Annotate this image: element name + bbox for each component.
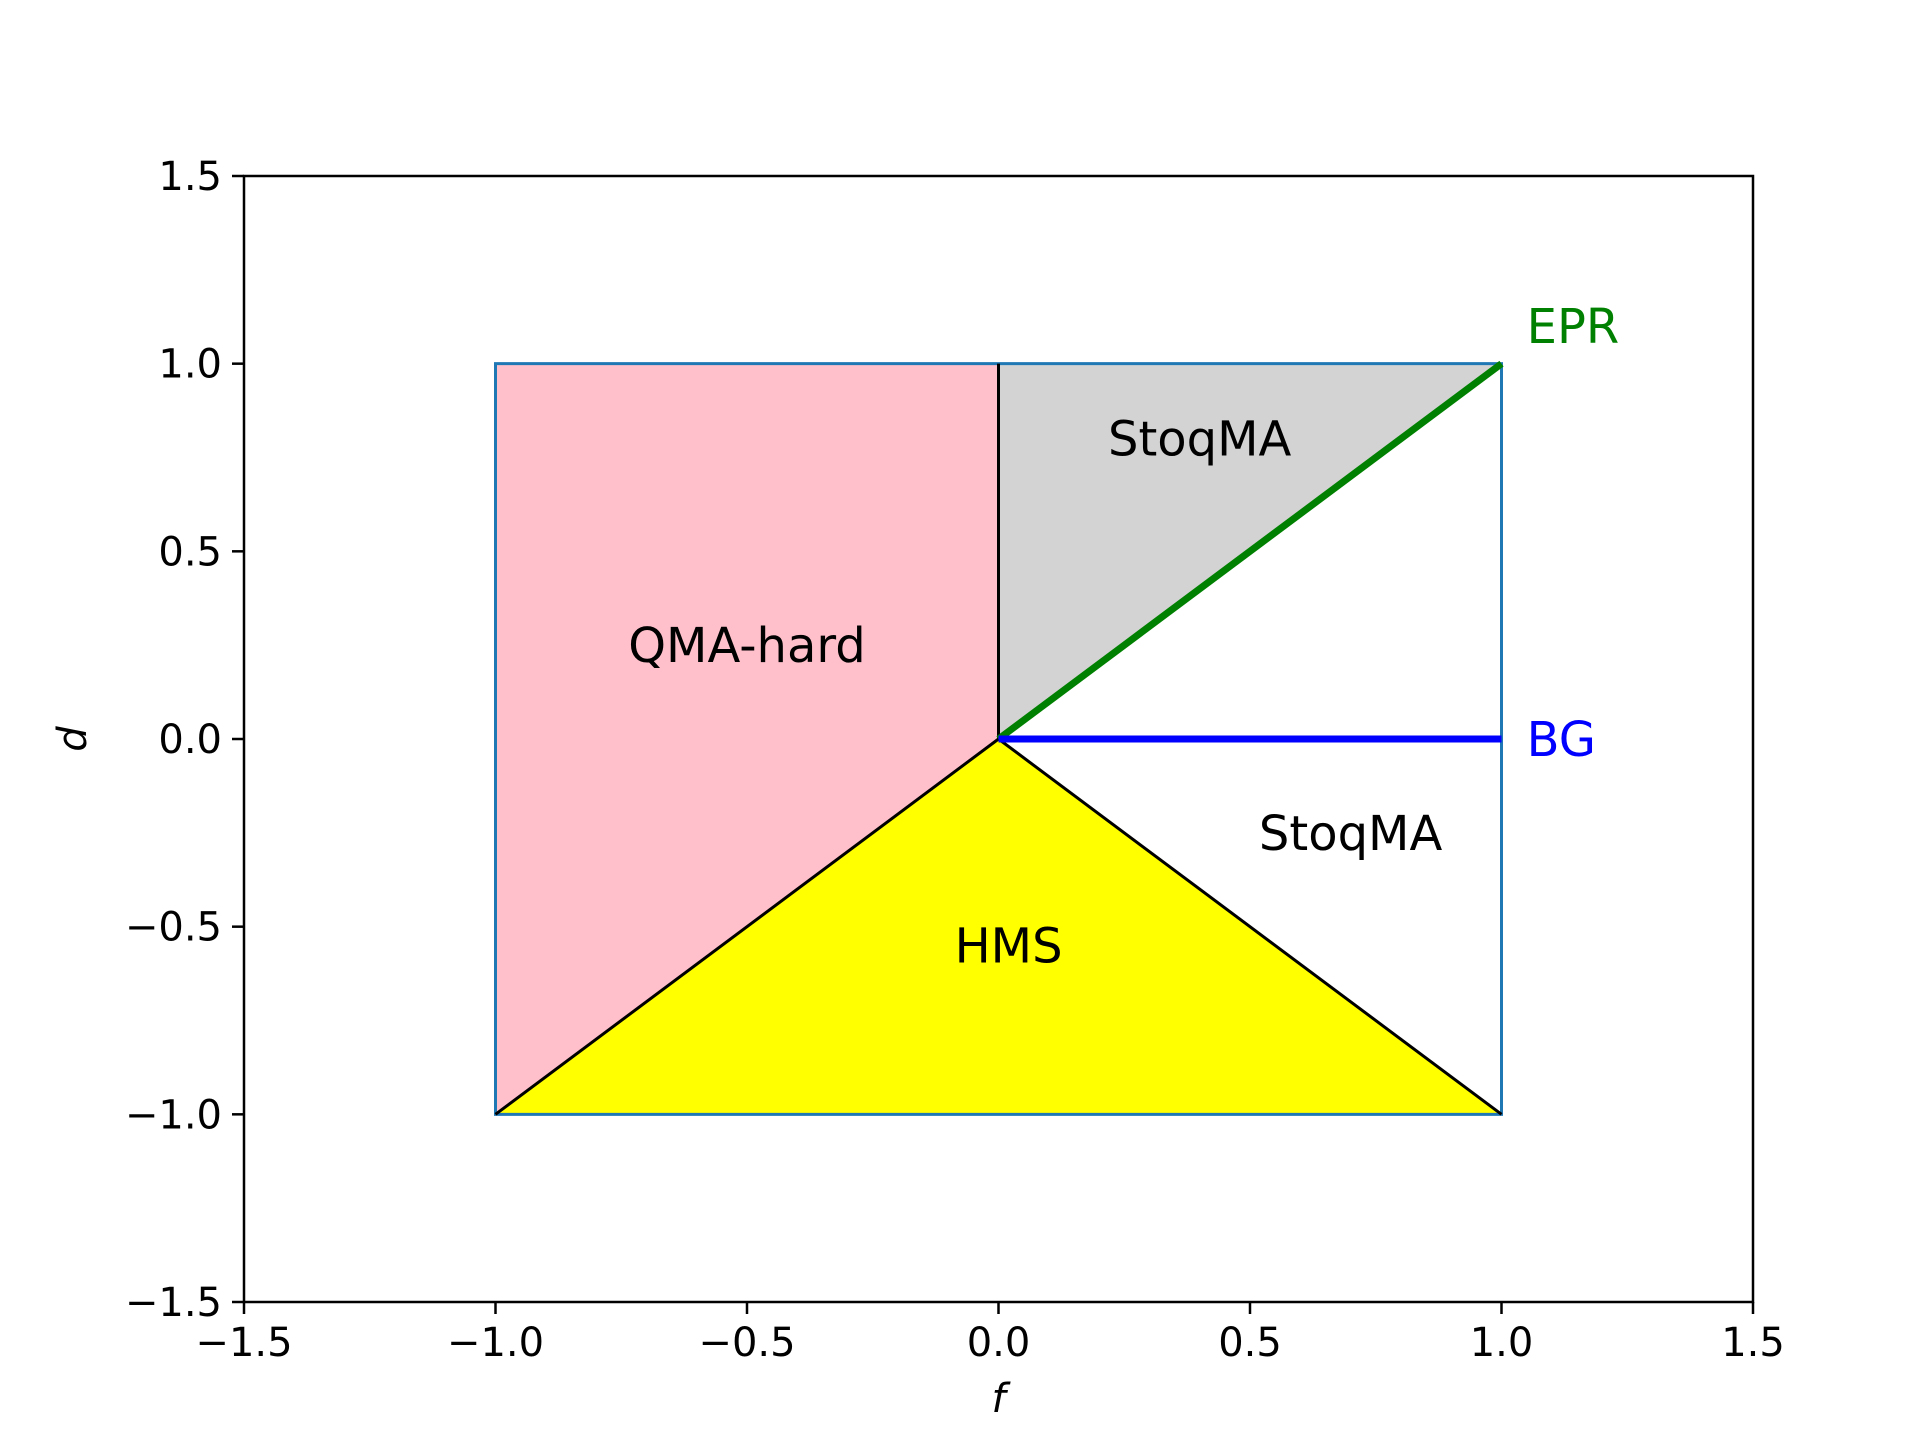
x-tick-label: 1.0 (1470, 1320, 1534, 1366)
region-2 (495, 739, 1502, 1115)
divider-line-1 (494, 737, 1000, 1116)
x-tick-label: 1.5 (1721, 1320, 1785, 1366)
x-tick-label: −1.5 (195, 1320, 292, 1366)
y-tick-label: −1.5 (125, 1280, 222, 1326)
y-tick-label: 1.5 (158, 154, 222, 200)
y-tick-label: 1.0 (158, 342, 222, 388)
region-label-0: QMA-hard (628, 618, 866, 674)
x-axis-ticks: −1.5 −1.0 −0.5 0.0 0.5 1.0 1.5 (195, 1302, 1785, 1366)
dividers-layer (494, 363, 1503, 1116)
region-label-1: StoqMA (1108, 412, 1292, 468)
line-label-epr: EPR (1527, 299, 1620, 355)
region-label-2: HMS (955, 918, 1063, 974)
divider-line-2 (997, 737, 1503, 1116)
x-tick-label: 0.0 (967, 1320, 1031, 1366)
y-tick-label: 0.0 (158, 717, 222, 763)
line-epr (996, 360, 1504, 742)
line-label-bg: BG (1527, 712, 1596, 768)
y-tick-label: −0.5 (125, 905, 222, 951)
y-axis-label: d (50, 726, 96, 752)
y-tick-label: 0.5 (158, 529, 222, 575)
x-axis-label: f (991, 1376, 1011, 1422)
x-tick-label: 0.5 (1218, 1320, 1282, 1366)
region-labels-layer: QMA-hard StoqMA HMS StoqMA EPR BG (628, 299, 1619, 974)
region-0 (495, 363, 999, 1115)
lines-layer (996, 360, 1504, 743)
region-label-3: StoqMA (1259, 806, 1443, 862)
x-tick-label: −0.5 (698, 1320, 795, 1366)
y-tick-label: −1.0 (125, 1092, 222, 1138)
x-tick-label: −1.0 (447, 1320, 544, 1366)
y-axis-ticks: −1.5 −1.0 −0.5 0.0 0.5 1.0 1.5 (125, 154, 244, 1326)
